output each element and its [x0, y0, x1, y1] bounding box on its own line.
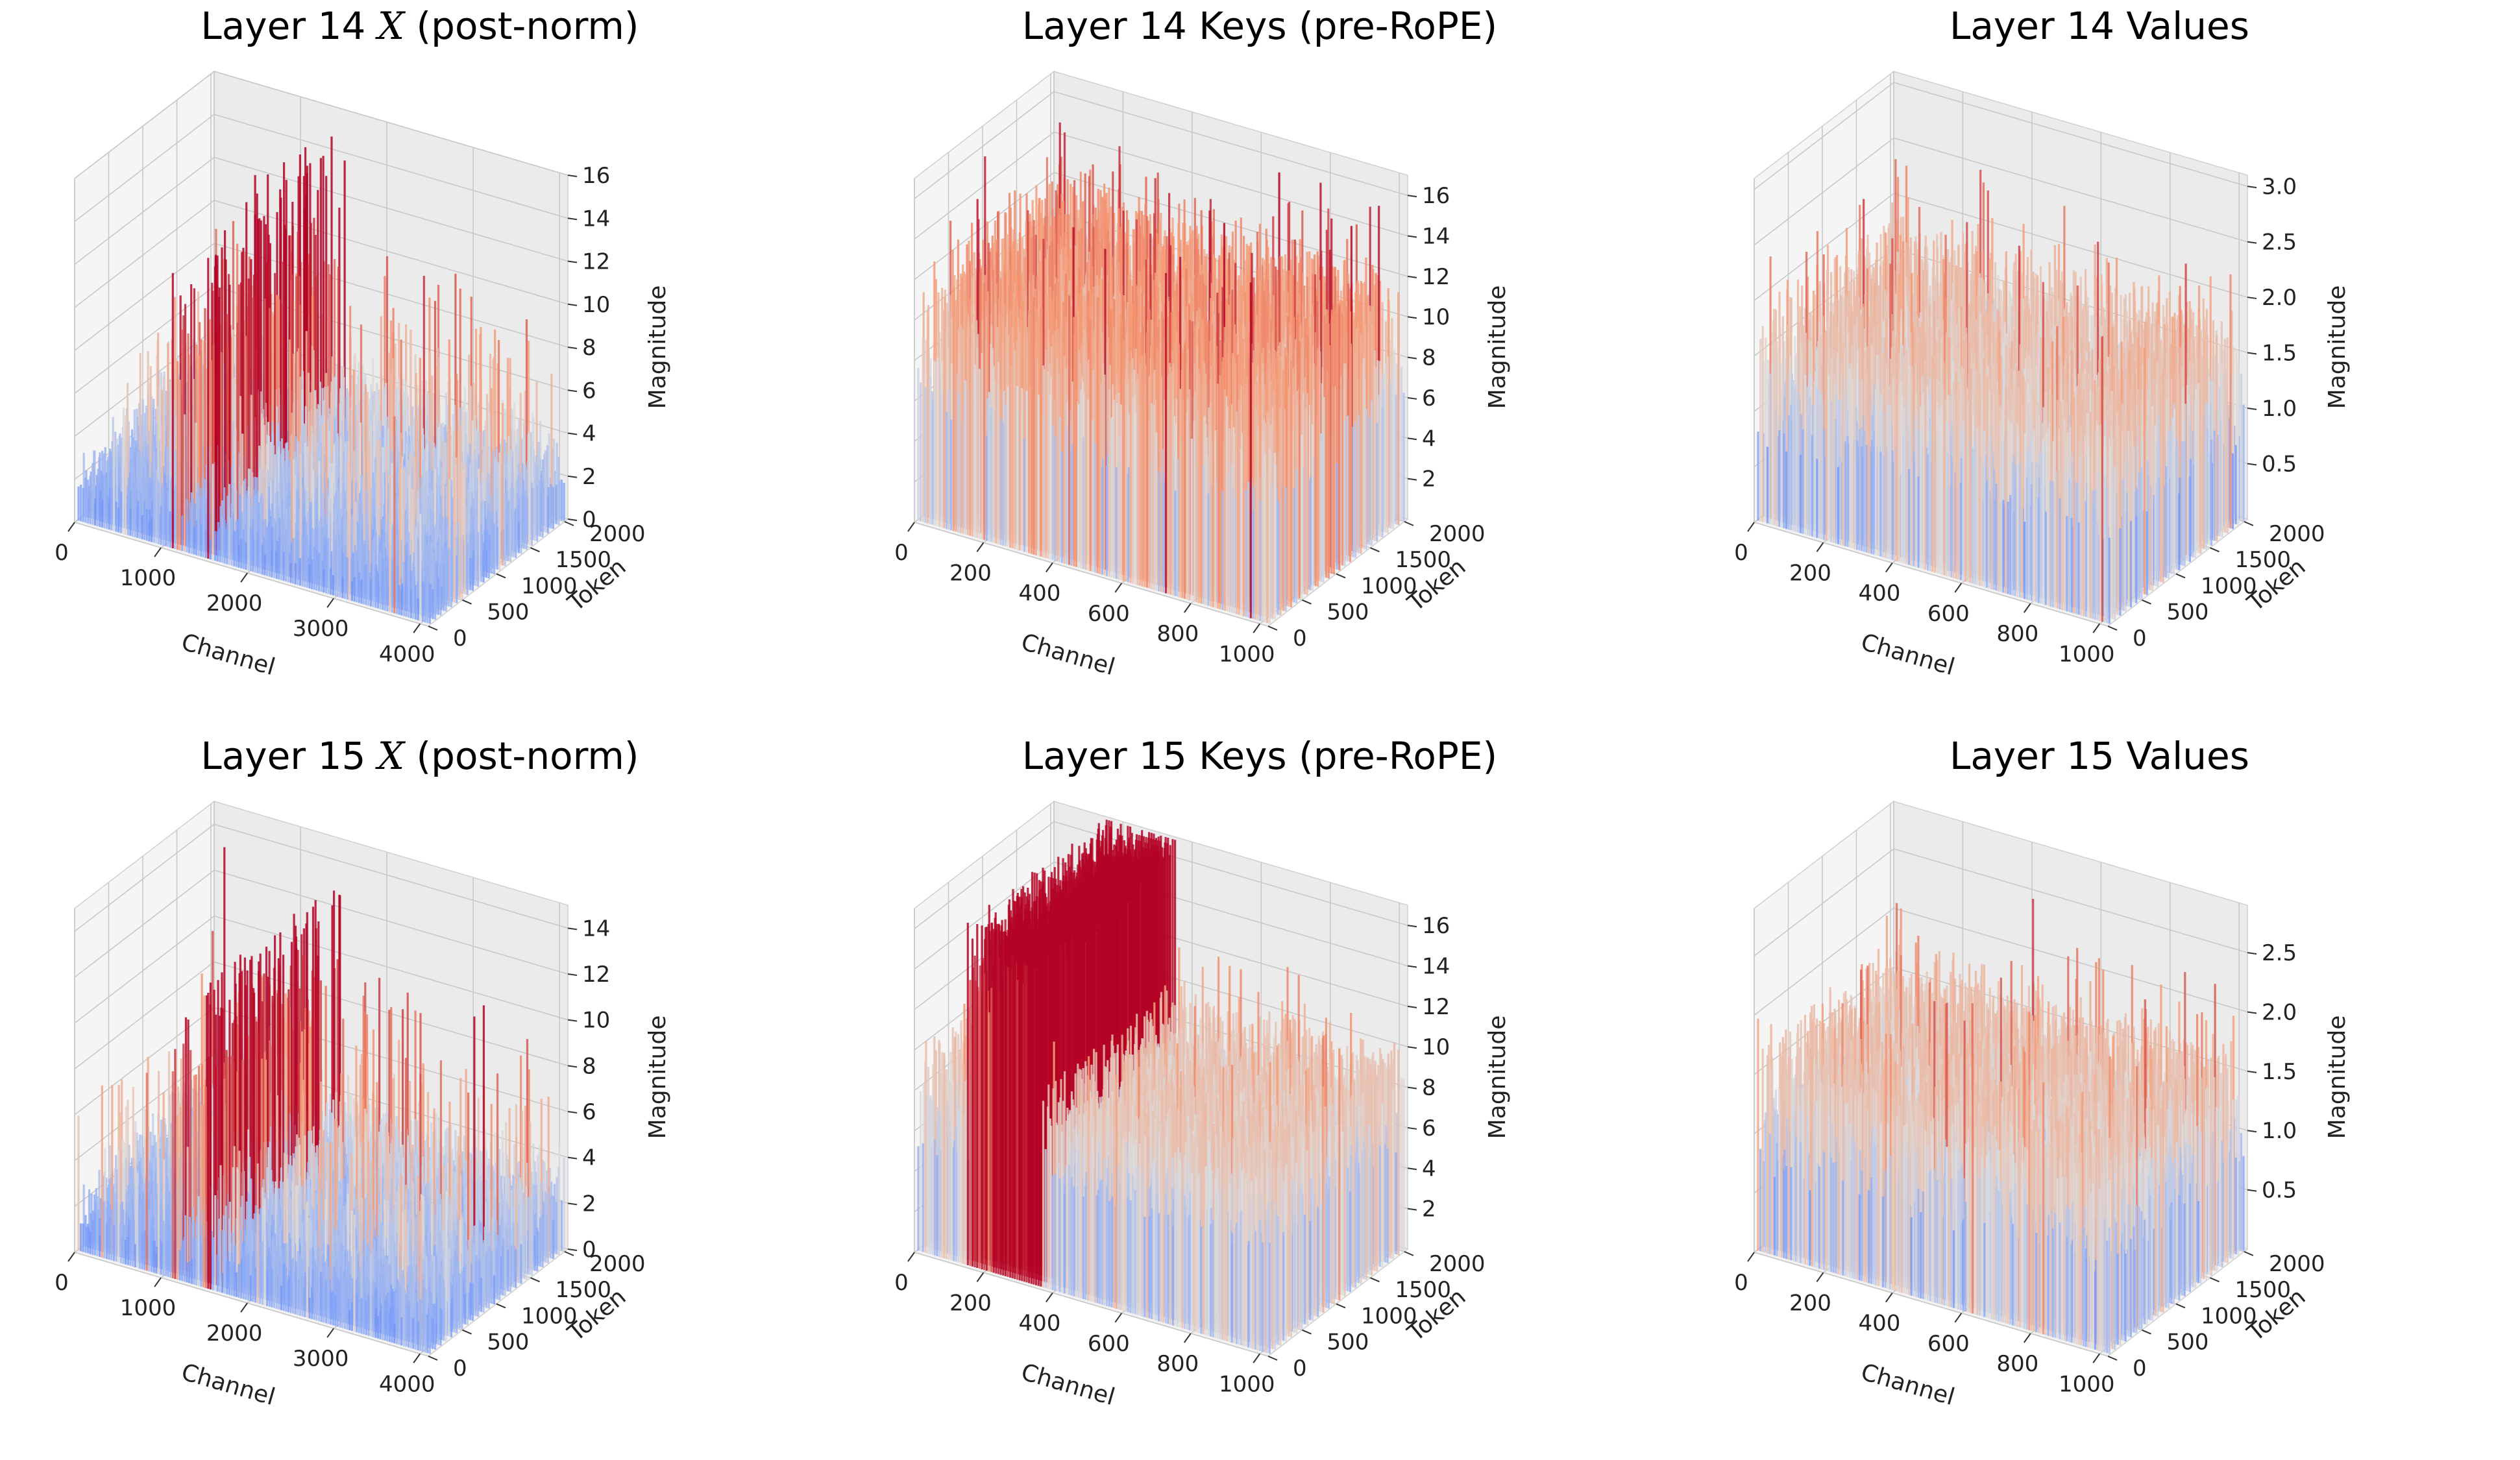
- z-axis-label: Magnitude: [644, 286, 671, 409]
- panel-layer14-keys: Layer 14 Keys (pre-RoPE) 0 200 400 600 800 10…: [840, 0, 1680, 730]
- z-tick-label: 10: [582, 292, 610, 318]
- z-tick-label: 4: [582, 421, 596, 447]
- z-tick-mark: [567, 260, 578, 263]
- y-tick-mark: [496, 573, 506, 579]
- y-tick-label: 0: [453, 626, 467, 651]
- panel-title: Layer 14 Keys (pre-RoPE): [840, 4, 1680, 48]
- z-tick-mark: [567, 432, 578, 435]
- x-tick-mark: [413, 623, 421, 633]
- z-tick-mark: [567, 475, 578, 478]
- z-tick-label: 16: [582, 163, 610, 189]
- y-tick-mark: [462, 599, 472, 605]
- panel-layer14-x: Layer 14 X (post-norm) 0 1000 2000 3000 4000…: [0, 0, 840, 730]
- surface-plot: 0200400600800100005001000150020002468101…: [894, 70, 1511, 681]
- z-tick-mark: [567, 518, 578, 521]
- surface-spikes: [77, 136, 565, 624]
- panel-title: Layer 14 X (post-norm): [0, 4, 840, 48]
- z-tick-mark: [567, 175, 578, 177]
- y-tick-label: 2000: [589, 521, 646, 547]
- x-axis-label: Channel: [178, 629, 278, 681]
- x-tick-mark: [154, 547, 162, 557]
- z-tick-label: 2: [582, 464, 596, 490]
- surface-plot: 0100020003000400005001000150020000246810…: [55, 70, 671, 681]
- y-tick-mark: [428, 626, 438, 631]
- z-tick-mark: [567, 303, 578, 306]
- x-tick-label: 2000: [206, 590, 263, 616]
- z-tick-label: 6: [582, 378, 596, 404]
- z-tick-mark: [567, 389, 578, 393]
- x-tick-label: 4000: [379, 641, 435, 667]
- x-tick-mark: [67, 522, 75, 532]
- y-tick-label: 1500: [555, 547, 611, 573]
- y-tick-label: 1000: [521, 573, 578, 599]
- y-tick-mark: [530, 547, 540, 553]
- x-tick-label: 1000: [120, 565, 177, 591]
- y-tick-label: 500: [487, 600, 529, 626]
- z-tick-label: 14: [582, 206, 610, 232]
- x-tick-label: 0: [55, 540, 69, 566]
- z-tick-label: 0: [582, 507, 596, 533]
- surface-spikes: [917, 122, 1405, 624]
- x-tick-mark: [326, 598, 334, 608]
- z-tick-label: 12: [582, 249, 610, 275]
- z-tick-mark: [567, 347, 578, 349]
- z-tick-mark: [567, 217, 578, 221]
- x-tick-mark: [240, 572, 248, 583]
- x-tick-label: 3000: [293, 616, 349, 642]
- y-tick-mark: [564, 520, 574, 526]
- z-tick-label: 8: [582, 335, 596, 361]
